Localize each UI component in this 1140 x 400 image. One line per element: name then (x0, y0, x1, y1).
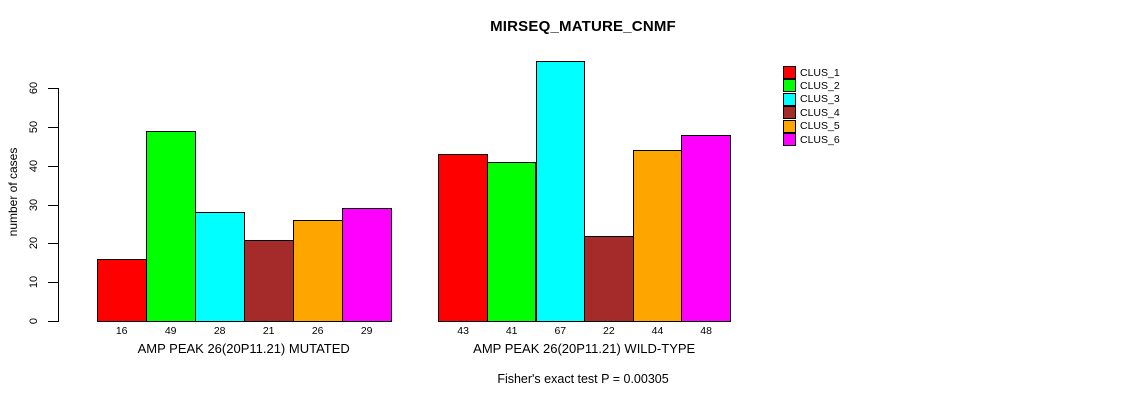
bar-clus_3-group1 (194, 212, 245, 322)
bar-clus_1-group1 (96, 258, 147, 322)
bar-value-label: 43 (457, 325, 469, 337)
legend-label-clus_3: CLUS_3 (800, 93, 840, 106)
bar-clus_5-group2 (632, 150, 683, 322)
legend-swatch-clus_3 (783, 92, 796, 106)
y-axis-line (58, 88, 59, 322)
bar-clus_6-group2 (681, 134, 731, 322)
y-axis-tick (48, 165, 58, 167)
bar-clus_5-group1 (292, 220, 343, 322)
bar-value-label: 26 (311, 325, 324, 337)
y-axis-tick-label: 60 (28, 82, 40, 95)
bar-value-label: 67 (554, 325, 567, 337)
y-axis-tick-label: 30 (28, 198, 40, 211)
legend-swatch-clus_4 (783, 106, 796, 120)
y-axis-tick (48, 321, 58, 322)
y-axis-tick (48, 282, 58, 284)
y-axis-tick (48, 243, 58, 245)
y-axis-tick-label: 0 (28, 317, 40, 325)
footnote: Fisher's exact test P = 0.00305 (497, 372, 669, 386)
legend-swatch-clus_1 (783, 66, 796, 79)
bar-clus_4-group1 (243, 239, 294, 322)
legend-label-clus_2: CLUS_2 (800, 79, 840, 92)
bar-clus_2-group1 (145, 130, 196, 322)
legend-swatch-clus_6 (783, 133, 796, 146)
legend-label-clus_4: CLUS_4 (800, 106, 840, 119)
legend-swatch-clus_5 (783, 119, 796, 133)
group-label-mutated: AMP PEAK 26(20P11.21) MUTATED (137, 341, 350, 356)
bar-value-label: 16 (115, 325, 128, 337)
y-axis-tick-label: 20 (28, 237, 40, 250)
legend-swatch-clus_2 (783, 79, 796, 93)
chart-title: MIRSEQ_MATURE_CNMF (490, 18, 676, 35)
bar-clus_2-group2 (486, 161, 537, 322)
bar-value-label: 44 (651, 325, 664, 337)
bar-value-label: 41 (505, 325, 518, 337)
bar-clus_1-group2 (438, 154, 488, 322)
bar-clus_6-group1 (341, 208, 392, 322)
y-axis-tick (48, 88, 58, 90)
y-axis-tick-label: 10 (28, 276, 40, 289)
legend-label-clus_5: CLUS_5 (800, 120, 840, 133)
y-axis-tick-label: 50 (28, 120, 40, 134)
bar-value-label: 49 (164, 325, 177, 337)
group-label-wildtype: AMP PEAK 26(20P11.21) WILD-TYPE (473, 341, 696, 356)
y-axis-tick (48, 204, 58, 206)
bar-value-label: 21 (262, 325, 275, 337)
bar-value-label: 48 (700, 325, 712, 337)
bar-clus_3-group2 (535, 61, 586, 322)
bar-value-label: 28 (213, 325, 226, 337)
legend-label-clus_6: CLUS_6 (800, 133, 840, 146)
y-axis-tick-label: 40 (28, 159, 40, 172)
bar-clus_4-group2 (584, 235, 634, 322)
bar-value-label: 22 (603, 325, 615, 337)
y-axis-title: number of cases (6, 147, 20, 237)
bar-value-label: 29 (360, 325, 373, 337)
legend-label-clus_1: CLUS_1 (800, 66, 840, 79)
y-axis-tick (48, 127, 58, 128)
